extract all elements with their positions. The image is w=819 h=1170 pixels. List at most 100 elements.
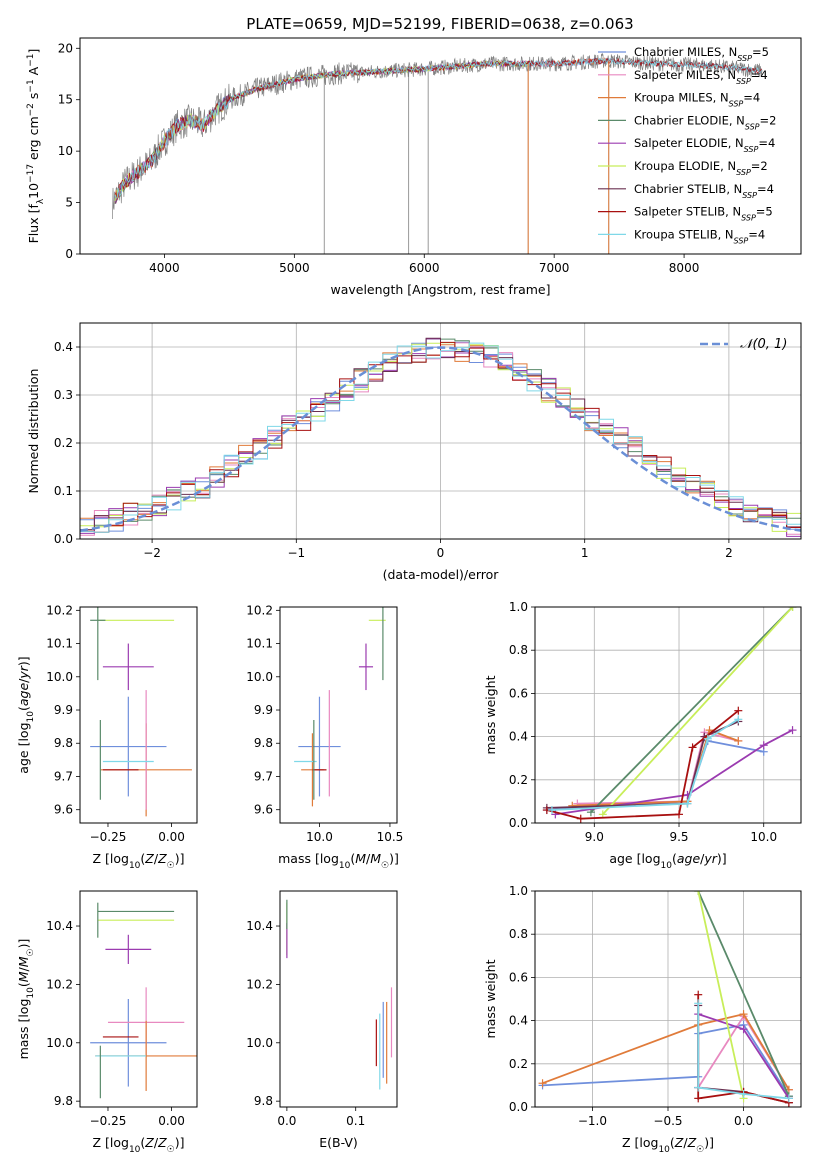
age_vs_mass-xtick-label: 10.5	[377, 830, 404, 844]
massweight_vs_age-series-chabrier_elodie	[590, 607, 794, 813]
massweight_vs_age-xtick-label: 9.5	[669, 830, 688, 844]
mass_vs_Z-ylabel: mass [log10(M/M☉)]	[16, 939, 36, 1060]
mass_vs_ebv-xlabel-rich: E(B-V)	[319, 1135, 358, 1150]
massweight_vs_Z-ytick-label: 0.6	[509, 970, 528, 984]
hist-plot-area	[80, 337, 801, 537]
figure-title: PLATE=0659, MJD=52199, FIBERID=0638, z=0…	[246, 15, 633, 33]
mass_vs_Z-frame-border	[79, 890, 198, 1108]
spectrum-xtick-label: 5000	[279, 261, 310, 275]
residual_hist-xtick-label: −2	[143, 546, 161, 560]
massweight_vs_age-series-salpeter_elodie	[555, 729, 793, 816]
massweight_vs_Z-plot-area	[538, 891, 793, 1107]
mass_vs_Z-ytick-label: 10.0	[46, 1036, 73, 1050]
legend-entry-kroupa_elodie: Kroupa ELODIE, NSSP=2	[634, 159, 768, 177]
massweight_vs_age-series-kroupa_stelib	[551, 718, 739, 811]
spectrum-frame: 4000 5000 6000 7000 8000 0 5 10 15 20	[58, 37, 802, 275]
age_vs_mass-xtick-label: 10.0	[306, 830, 333, 844]
massweight_vs_Z-ytick-label: 0.2	[509, 1057, 528, 1071]
mass_vs_Z-xlabel-rich: Z [log10(Z/Z☉)]	[92, 1135, 184, 1155]
mass_vs_ebv-ytick-label: 9.8	[254, 1094, 273, 1108]
residual_hist-ytick-label: 0.2	[54, 436, 73, 450]
mass_vs_Z-xtick-label: −0.25	[90, 1114, 127, 1128]
legend-entry-kroupa_stelib: Kroupa STELIB, NSSP=4	[634, 227, 765, 245]
residual_hist-xtick-label: 2	[725, 546, 733, 560]
spectrum-xtick-label: 4000	[149, 261, 180, 275]
massweight_vs_Z-xtick-label: −1.0	[578, 1114, 607, 1128]
massweight_vs_Z-ytick-label: 0.8	[509, 927, 528, 941]
massweight_vs_age-series-kroupa_elodie	[602, 607, 794, 816]
massweight_vs_age-ytick-label: 1.0	[509, 600, 528, 614]
age_vs_mass-ytick-label: 10.2	[246, 603, 273, 617]
spectrum-xtick-label: 7000	[539, 261, 570, 275]
age_vs_Z-frame: −0.25 0.00 9.6 9.7 9.8 9.9 10.0 10.1 10.2	[46, 603, 198, 844]
age_vs_mass-xlabel-rich: mass [log10(M/M☉)]	[278, 851, 399, 871]
age_vs_Z-ylabel: age [log10(age/yr)]	[16, 656, 36, 773]
massweight_vs_age-plot-area	[542, 607, 797, 823]
massweight_vs_Z-frame: −1.0 −0.5 0.0 0.0 0.2 0.4 0.6 0.8 1.0	[509, 884, 802, 1128]
residual_hist-ytick-label: 0.4	[54, 340, 73, 354]
massweight_vs_Z-ytick-label: 1.0	[509, 884, 528, 898]
age_vs_Z-xlabel-rich: Z [log10(Z/Z☉)]	[92, 851, 184, 871]
age_vs_Z-xtick-label: −0.25	[90, 830, 127, 844]
normal-curve	[80, 346, 801, 532]
massweight_vs_Z-series-kroupa_stelib	[697, 1003, 789, 1100]
massweight_vs_Z-ytick-label: 0.4	[509, 1014, 528, 1028]
age_vs_mass-ytick-label: 9.6	[254, 803, 273, 817]
spectrum-model-line-kroupa_stelib	[114, 57, 762, 199]
massweight_vs_Z-xtick-label: 0.0	[734, 1114, 753, 1128]
residual_hist-ytick-label: 0.1	[54, 484, 73, 498]
age_vs_mass-frame-border	[279, 606, 398, 824]
massweight_vs_Z-xtick-label: −0.5	[653, 1114, 682, 1128]
residual_hist-xtick-label: −1	[287, 546, 305, 560]
spectrum-legend: Chabrier MILES, NSSP=5 Salpeter MILES, NS…	[598, 45, 776, 245]
residual_hist-frame: −2 −1 0 1 2 0.0 0.1 0.2 0.3 0.4	[54, 322, 802, 560]
legend-entry-chabrier_stelib: Chabrier STELIB, NSSP=4	[634, 182, 774, 200]
mass_vs_Z-ytick-label: 10.2	[46, 977, 73, 991]
massweight_vs_age-xlabel: age [log10(age/yr)]	[609, 851, 726, 871]
massweight_vs_age-xtick-label: 9.0	[585, 830, 604, 844]
mass_vs_Z-ytick-label: 10.4	[46, 919, 73, 933]
massweight_vs_age-xtick-label: 10.0	[750, 830, 777, 844]
spectrum-model-line-salpeter_miles	[114, 57, 606, 201]
spectrum-ytick-label: 10	[58, 144, 73, 158]
residual_hist-ytick-label: 0.0	[54, 532, 73, 546]
massweight_vs_Z-series-chabrier_elodie	[697, 891, 790, 1097]
spectrum-xtick-label: 8000	[669, 261, 700, 275]
spectrum-xlabel: wavelength [Angstrom, rest frame]	[330, 282, 550, 297]
mass_vs_ebv-ytick-label: 10.0	[246, 1036, 273, 1050]
massweight_vs_Z-series-kroupa_elodie	[697, 891, 745, 1099]
massweight_vs_age-frame: 9.0 9.5 10.0 0.0 0.2 0.4 0.6 0.8 1.0	[509, 600, 802, 844]
massweight_vs_age-ytick-label: 0.0	[509, 816, 528, 830]
massweight_vs_Z-xlabel: Z [log10(Z/Z☉)]	[622, 1135, 714, 1155]
age_vs_Z-xtick-label: 0.00	[158, 830, 185, 844]
hist-xlabel: (data-model)/error	[383, 567, 500, 582]
hist-step-kroupa_stelib	[80, 342, 801, 533]
massweight_vs_age-frame-border	[534, 606, 802, 824]
mass_vs_ebv-ytick-label: 10.2	[246, 977, 273, 991]
legend-entry-salpeter_miles: Salpeter MILES, NSSP=4	[634, 68, 768, 86]
age_vs_Z-ytick-label: 9.7	[54, 769, 73, 783]
massweight_vs_Z-ylabel: mass weight	[483, 959, 498, 1038]
legend-entry-kroupa_miles: Kroupa MILES, NSSP=4	[634, 91, 760, 109]
age_vs_mass-plot-area	[294, 607, 386, 807]
spectrum-model-line-chabrier_miles	[114, 57, 606, 201]
spectrum-ytick-label: 0	[65, 247, 73, 261]
legend-entry-chabrier_miles: Chabrier MILES, NSSP=5	[634, 45, 769, 63]
spectrum-plot-area	[112, 52, 763, 254]
hist-legend-label: 𝒩(0, 1)	[740, 337, 787, 352]
mass_vs_ebv-frame: 0.0 0.1 9.8 10.0 10.2 10.4	[246, 890, 398, 1128]
massweight_vs_Z-ytick-label: 0.0	[509, 1100, 528, 1114]
hist-ylabel: Normed distribution	[26, 369, 41, 494]
mass_vs_ebv-xtick-label: 0.1	[346, 1114, 365, 1128]
legend-entry-chabrier_elodie: Chabrier ELODIE, NSSP=2	[634, 113, 776, 130]
spectrum-ytick-label: 20	[58, 41, 73, 55]
mass_vs_ebv-xtick-label: 0.0	[277, 1114, 296, 1128]
massweight_vs_Z-axes	[535, 890, 801, 1108]
mass_vs_ebv-ytick-label: 10.4	[246, 919, 273, 933]
age_vs_Z-ytick-label: 9.9	[54, 703, 73, 717]
spectrum-model-line-kroupa_miles	[114, 57, 606, 203]
legend-entry-salpeter_elodie: Salpeter ELODIE, NSSP=4	[634, 136, 775, 154]
spectrum-ytick-label: 5	[65, 196, 73, 210]
massweight_vs_Z-series-chabrier_miles	[542, 1023, 790, 1097]
